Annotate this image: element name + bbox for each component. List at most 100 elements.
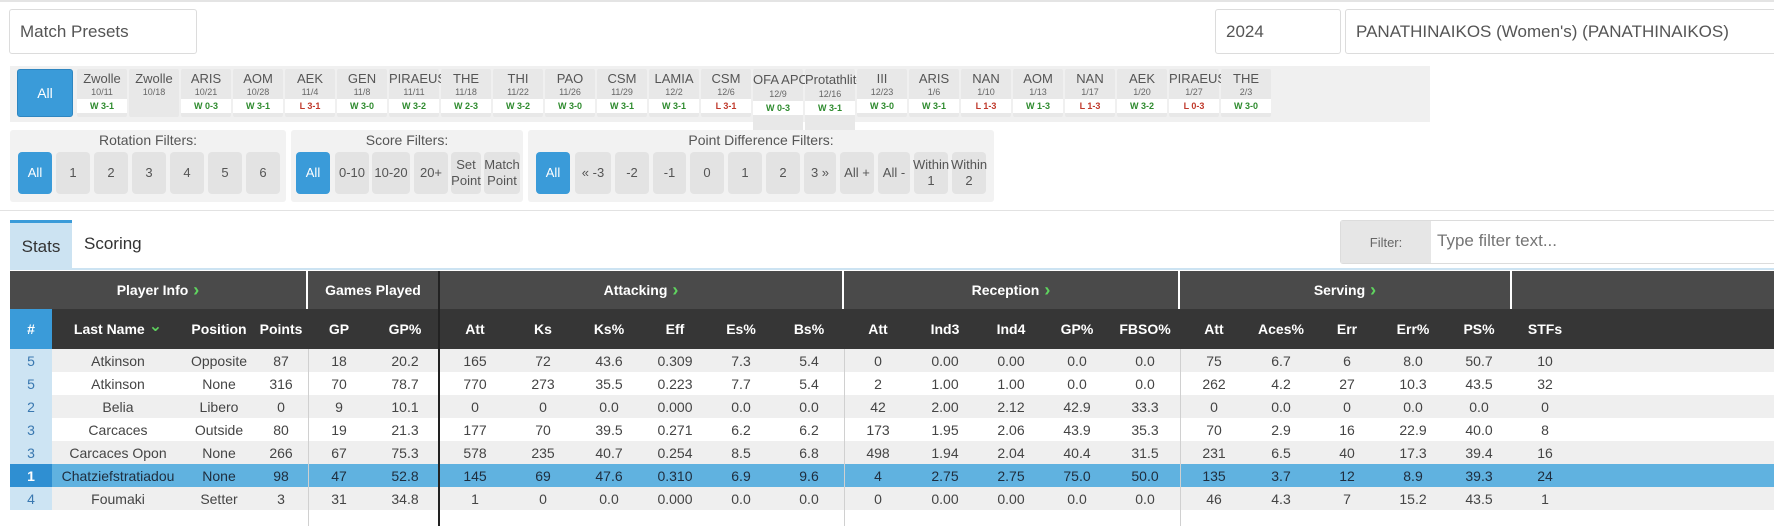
table-cell: 9.6 xyxy=(799,467,819,484)
filter-input[interactable] xyxy=(1437,231,1767,251)
column-header[interactable]: Att xyxy=(440,309,510,349)
match-button[interactable]: AOM 10/28 W 3-1 xyxy=(233,69,283,117)
column-header[interactable]: Att xyxy=(844,309,912,349)
match-date: 1/10 xyxy=(977,87,995,97)
table-row[interactable]: 2 Belia Libero 0 9 10.1 0 0 0.0 0.000 0.0 0.0 42 2.00… xyxy=(10,395,1774,418)
table-cell: 0.00 xyxy=(931,490,959,507)
column-header[interactable]: FBSO% xyxy=(1110,309,1180,349)
rotation-option[interactable]: 2 xyxy=(94,152,128,194)
table-row[interactable]: 3 Carcaces Opon None 266 67 75.3 578 235 40.7 0.2… xyxy=(10,441,1774,464)
sort-down-icon: ⌄ xyxy=(148,318,163,335)
column-header[interactable]: GP xyxy=(308,309,370,349)
column-header[interactable]: Aces% xyxy=(1248,309,1314,349)
table-row[interactable]: 1 Chatziefstratiadou None 98 47 52.8 145 69 47.6… xyxy=(10,464,1774,487)
point-difference-option[interactable]: All - xyxy=(878,152,910,194)
tab-stats[interactable]: Stats xyxy=(10,220,72,270)
year-select[interactable]: 2024 xyxy=(1215,9,1341,54)
rotation-option[interactable]: 5 xyxy=(208,152,242,194)
match-all-button[interactable]: All xyxy=(17,69,73,117)
match-button[interactable]: III 12/23 W 3-0 xyxy=(857,69,907,117)
table-row[interactable]: 5 Atkinson None 316 70 78.7 770 273 35.5 0.223 7.7… xyxy=(10,372,1774,395)
group-header[interactable]: Attacking › xyxy=(440,271,844,309)
column-header[interactable]: Ind4 xyxy=(978,309,1044,349)
column-header[interactable]: Err xyxy=(1314,309,1380,349)
point-difference-option[interactable]: « -3 xyxy=(575,152,611,194)
column-header[interactable]: STFs xyxy=(1512,309,1578,349)
column-header[interactable]: Ind3 xyxy=(912,309,978,349)
column-title: Aces% xyxy=(1258,321,1304,337)
match-button[interactable]: THE 2/3 W 3-0 xyxy=(1221,69,1271,117)
rotation-option[interactable]: 3 xyxy=(132,152,166,194)
score-option[interactable]: Set Point xyxy=(451,152,481,194)
match-presets-select[interactable]: Match Presets xyxy=(9,9,197,54)
table-cell: 0.000 xyxy=(657,398,693,415)
point-difference-option[interactable]: Within 2 xyxy=(951,152,987,194)
table-row[interactable]: 3 Carcaces Outside 80 19 21.3 177 70 39.5 0.271 6.… xyxy=(10,418,1774,441)
column-header[interactable]: Ks xyxy=(510,309,576,349)
point-difference-option[interactable]: 3 » xyxy=(804,152,836,194)
point-difference-option[interactable]: 0 xyxy=(690,152,724,194)
rotation-option[interactable]: All xyxy=(18,152,52,194)
score-option[interactable]: 20+ xyxy=(414,152,448,194)
point-difference-option[interactable]: All + xyxy=(840,152,874,194)
match-button[interactable]: PIRAEUS 1/27 L 0-3 xyxy=(1169,69,1226,117)
column-header[interactable]: GP% xyxy=(1044,309,1110,349)
match-button[interactable]: AEK 1/20 W 3-2 xyxy=(1117,69,1167,117)
rotation-option[interactable]: 4 xyxy=(170,152,204,194)
point-difference-option[interactable]: -1 xyxy=(653,152,686,194)
column-header[interactable]: Last Name ⌄ xyxy=(52,309,184,349)
rotation-option[interactable]: 6 xyxy=(246,152,280,194)
team-select[interactable]: PANATHINAIKOS (Women's) (PANATHINAIKOS) xyxy=(1345,9,1774,54)
table-row[interactable]: 5 Atkinson Opposite 87 18 20.2 165 72 43.6 0.309 7… xyxy=(10,349,1774,372)
match-button[interactable]: THE 11/18 W 2-3 xyxy=(441,69,491,117)
match-button[interactable]: OFA APOLLON 12/9 W 0-3 xyxy=(753,69,843,133)
point-difference-option[interactable]: All xyxy=(536,152,570,194)
match-button[interactable]: LAMIA 12/2 W 3-1 xyxy=(649,69,699,117)
point-difference-option[interactable]: Within 1 xyxy=(913,152,949,194)
group-header[interactable]: Player Info › xyxy=(10,271,308,309)
match-button[interactable]: ARIS 1/6 W 3-1 xyxy=(909,69,959,117)
column-header[interactable]: # xyxy=(10,309,52,349)
match-button[interactable]: PIRAEUS 11/11 W 3-2 xyxy=(389,69,446,117)
match-button[interactable]: CSM 11/29 W 3-1 xyxy=(597,69,647,117)
rotation-option[interactable]: 1 xyxy=(56,152,90,194)
column-header[interactable]: Bs% xyxy=(774,309,844,349)
column-header[interactable]: Es% xyxy=(708,309,774,349)
match-date: 1/13 xyxy=(1029,87,1047,97)
group-header[interactable]: Reception › xyxy=(844,271,1180,309)
score-option[interactable]: 10-20 xyxy=(372,152,410,194)
column-header[interactable]: PS% xyxy=(1446,309,1512,349)
column-header[interactable]: Position xyxy=(184,309,254,349)
column-header[interactable]: Points xyxy=(254,309,308,349)
match-button[interactable]: PAO 11/26 W 3-0 xyxy=(545,69,595,117)
match-button[interactable]: NAN 1/10 L 1-3 xyxy=(961,69,1011,117)
match-button[interactable]: CSM 12/6 L 3-1 xyxy=(701,69,751,117)
match-button[interactable]: Protathlite Pefkon 12/16 W 3-1 xyxy=(805,69,908,133)
column-header[interactable]: Err% xyxy=(1380,309,1446,349)
column-header[interactable]: Att xyxy=(1180,309,1248,349)
score-option[interactable]: Match Point xyxy=(484,152,520,194)
score-option[interactable]: 0-10 xyxy=(335,152,369,194)
point-difference-option[interactable]: 1 xyxy=(728,152,762,194)
column-header[interactable]: Ks% xyxy=(576,309,642,349)
match-button[interactable]: NAN 1/17 L 1-3 xyxy=(1065,69,1115,117)
column-header[interactable]: GP% xyxy=(370,309,440,349)
match-date: 1/20 xyxy=(1133,87,1151,97)
match-button[interactable]: Zwolle 10/18 xyxy=(129,69,179,117)
table-cell: 4.2 xyxy=(1271,375,1291,392)
point-difference-filters: Point Difference Filters: All « -3 -2 -1 0 1 2… xyxy=(528,130,994,202)
column-header[interactable]: Eff xyxy=(642,309,708,349)
point-difference-option[interactable]: -2 xyxy=(615,152,649,194)
match-button[interactable]: AOM 1/13 W 1-3 xyxy=(1013,69,1063,117)
match-button[interactable]: ARIS 10/21 W 0-3 xyxy=(181,69,231,117)
match-button[interactable]: Zwolle 10/11 W 3-1 xyxy=(77,69,127,117)
match-button[interactable]: THI 11/22 W 3-2 xyxy=(493,69,543,117)
point-difference-option[interactable]: 2 xyxy=(766,152,800,194)
score-option[interactable]: All xyxy=(296,152,330,194)
table-cell: 8.0 xyxy=(1403,352,1423,369)
table-row[interactable]: 4 Foumaki Setter 3 31 34.8 1 0 0.0 0.000 0.0 0.0 0 0.… xyxy=(10,487,1774,510)
match-button[interactable]: AEK 11/4 L 3-1 xyxy=(285,69,335,117)
tab-scoring[interactable]: Scoring xyxy=(84,234,142,253)
match-button[interactable]: GEN 11/8 W 3-0 xyxy=(337,69,387,117)
group-header[interactable]: Serving › xyxy=(1180,271,1512,309)
